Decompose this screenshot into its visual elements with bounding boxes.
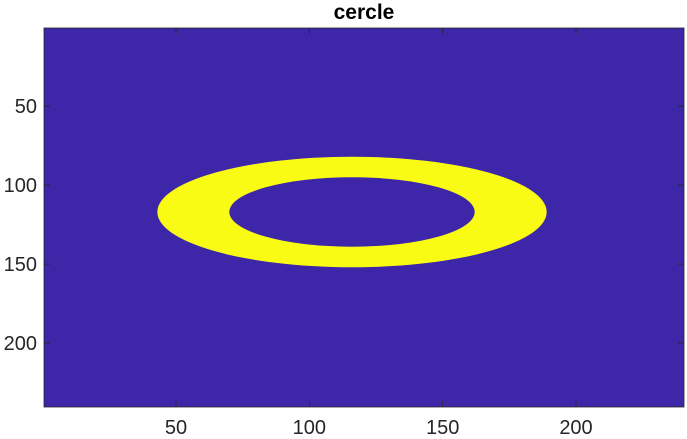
x-tick-label: 100 bbox=[293, 417, 326, 439]
y-tick-label: 100 bbox=[4, 175, 37, 197]
plot-area bbox=[44, 28, 684, 407]
x-tick-label: 200 bbox=[559, 417, 592, 439]
chart-title: cercle bbox=[334, 1, 395, 24]
ring-region bbox=[157, 156, 547, 268]
y-axis: 50 100 150 200 bbox=[4, 96, 684, 355]
y-tick-label: 50 bbox=[15, 96, 37, 118]
x-axis: 50 100 150 200 bbox=[165, 28, 593, 439]
axes-box bbox=[43, 27, 685, 408]
y-tick-label: 150 bbox=[4, 254, 37, 276]
x-tick-label: 50 bbox=[165, 417, 187, 439]
image-background bbox=[44, 28, 684, 407]
x-tick-label: 150 bbox=[426, 417, 459, 439]
y-tick-label: 200 bbox=[4, 333, 37, 355]
